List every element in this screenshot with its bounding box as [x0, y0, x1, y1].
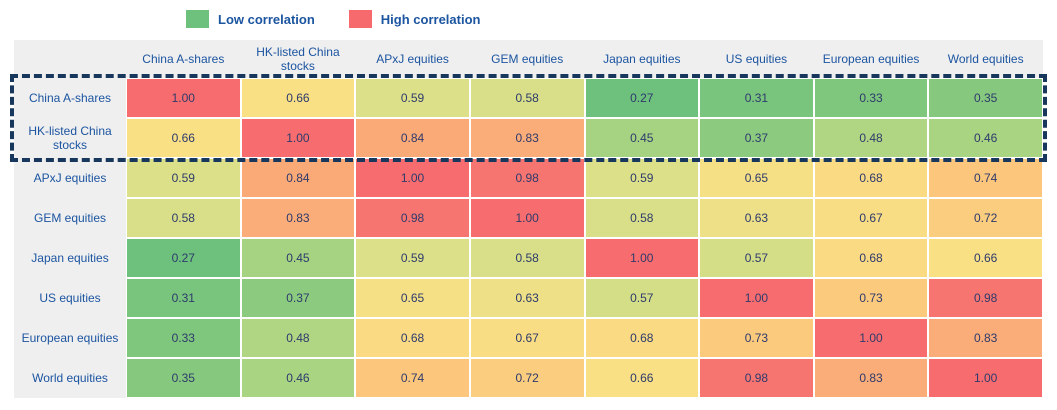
heatmap-cell: 0.66: [584, 358, 700, 398]
column-header-row: China A-shares HK-listed China stocks APxJ…: [14, 40, 1043, 78]
heatmap-cell: 0.45: [240, 238, 356, 278]
column-header: World equities: [947, 51, 1024, 66]
legend-label-high: High correlation: [380, 11, 481, 27]
heatmap-cell: 0.74: [928, 158, 1043, 198]
row-labels: China A-shares HK-listed China stocks APxJ…: [14, 78, 126, 398]
heatmap-cell: 0.83: [469, 118, 585, 158]
heatmap-cell: 1.00: [699, 278, 814, 318]
heatmap-cell: 0.58: [469, 238, 585, 278]
heatmap-cell: 0.68: [813, 158, 929, 198]
heatmap-cell: 0.59: [584, 158, 700, 198]
heatmap-cell: 0.58: [469, 78, 585, 118]
row-label: US equities: [39, 290, 101, 305]
heatmap-cell: 1.00: [355, 158, 470, 198]
heatmap-cell: 1.00: [126, 78, 241, 118]
heatmap-cell: 1.00: [584, 238, 700, 278]
legend-label-low: Low correlation: [218, 11, 315, 27]
heatmap-cell: 0.35: [928, 78, 1043, 118]
row-label: Japan equities: [31, 250, 109, 265]
heatmap-cell: 0.83: [928, 318, 1043, 358]
heatmap-cell: 0.59: [355, 238, 470, 278]
heatmap-cell: 1.00: [813, 318, 929, 358]
column-header: GEM equities: [491, 51, 564, 66]
heatmap-cell: 0.63: [699, 198, 814, 238]
heatmap-cell: 0.73: [813, 278, 929, 318]
row-label: China A-shares: [28, 90, 112, 105]
heatmap-cell: 0.67: [469, 318, 585, 358]
heatmap-cell: 0.98: [355, 198, 470, 238]
heatmap-cell: 0.68: [813, 238, 929, 278]
heatmap-cell: 0.58: [584, 198, 700, 238]
heatmap-cell: 0.83: [240, 198, 356, 238]
column-header: US equities: [725, 51, 788, 66]
legend: Low correlation High correlation: [186, 8, 514, 30]
heatmap-cell: 0.68: [584, 318, 700, 358]
heatmap-cell: 0.27: [584, 78, 700, 118]
high-correlation-swatch-icon: [348, 10, 372, 28]
heatmap-cell: 0.37: [240, 278, 356, 318]
heatmap-cell: 0.48: [813, 118, 929, 158]
row-label: HK-listed China stocks: [28, 123, 112, 152]
heatmap-cell: 1.00: [240, 118, 356, 158]
heatmap-body: China A-shares HK-listed China stocks APxJ…: [14, 78, 1043, 398]
heatmap-cell: 0.98: [469, 158, 585, 198]
heatmap-cell: 0.65: [699, 158, 814, 198]
heatmap-cell: 0.57: [584, 278, 700, 318]
row-label: European equities: [21, 330, 119, 345]
column-headers: China A-shares HK-listed China stocks APxJ…: [126, 40, 1043, 78]
heatmap-cell: 0.67: [813, 198, 929, 238]
heatmap-cell: 0.72: [469, 358, 585, 398]
heatmap-cell: 0.59: [355, 78, 470, 118]
heatmap-cell: 1.00: [469, 198, 585, 238]
legend-item-low: Low correlation: [186, 10, 315, 28]
heatmap-cell: 0.46: [240, 358, 356, 398]
heatmap-cell: 0.59: [126, 158, 241, 198]
heatmap-cell: 0.48: [240, 318, 356, 358]
heatmap-cell: 0.33: [813, 78, 929, 118]
heatmap-cell: 0.68: [355, 318, 470, 358]
column-header: European equities: [822, 51, 920, 66]
heatmap-cell: 0.84: [355, 118, 470, 158]
heatmap-cell: 0.27: [126, 238, 241, 278]
heatmap-cell: 0.57: [699, 238, 814, 278]
column-header: APxJ equities: [376, 51, 449, 66]
heatmap-cell: 0.66: [928, 238, 1043, 278]
heatmap-cell: 0.66: [240, 78, 356, 118]
heatmap-cell: 0.66: [126, 118, 241, 158]
correlation-heatmap: China A-shares HK-listed China stocks APxJ…: [10, 40, 1047, 398]
heatmap-cell: 0.35: [126, 358, 241, 398]
heatmap-cell: 0.31: [699, 78, 814, 118]
heatmap-cell: 0.98: [699, 358, 814, 398]
heatmap-cell: 0.31: [126, 278, 241, 318]
column-header: Japan equities: [603, 51, 681, 66]
legend-item-high: High correlation: [348, 10, 481, 28]
heatmap-cell: 0.84: [240, 158, 356, 198]
row-label: World equities: [32, 370, 108, 385]
heatmap-cell: 0.63: [469, 278, 585, 318]
low-correlation-swatch-icon: [186, 10, 209, 28]
heatmap-cell: 0.74: [355, 358, 470, 398]
heatmap-cell: 0.73: [699, 318, 814, 358]
cells-grid: 1.00 0.66 0.59 0.58 0.27 0.31 0.33 0.35 0.66 1.00…: [126, 78, 1043, 398]
column-header: China A-shares: [142, 51, 225, 66]
row-label: GEM equities: [33, 210, 107, 225]
heatmap-cell: 0.45: [584, 118, 700, 158]
heatmap-cell: 0.65: [355, 278, 470, 318]
heatmap-cell: 0.58: [126, 198, 241, 238]
heatmap-cell: 0.37: [699, 118, 814, 158]
heatmap-cell: 0.98: [928, 278, 1043, 318]
row-label: APxJ equities: [33, 170, 107, 185]
heatmap-cell: 0.72: [928, 198, 1043, 238]
corner-cell: [14, 40, 126, 78]
column-header: HK-listed China stocks: [256, 44, 340, 73]
heatmap-cell: 1.00: [928, 358, 1043, 398]
heatmap-cell: 0.83: [813, 358, 929, 398]
heatmap-cell: 0.46: [928, 118, 1043, 158]
heatmap-cell: 0.33: [126, 318, 241, 358]
